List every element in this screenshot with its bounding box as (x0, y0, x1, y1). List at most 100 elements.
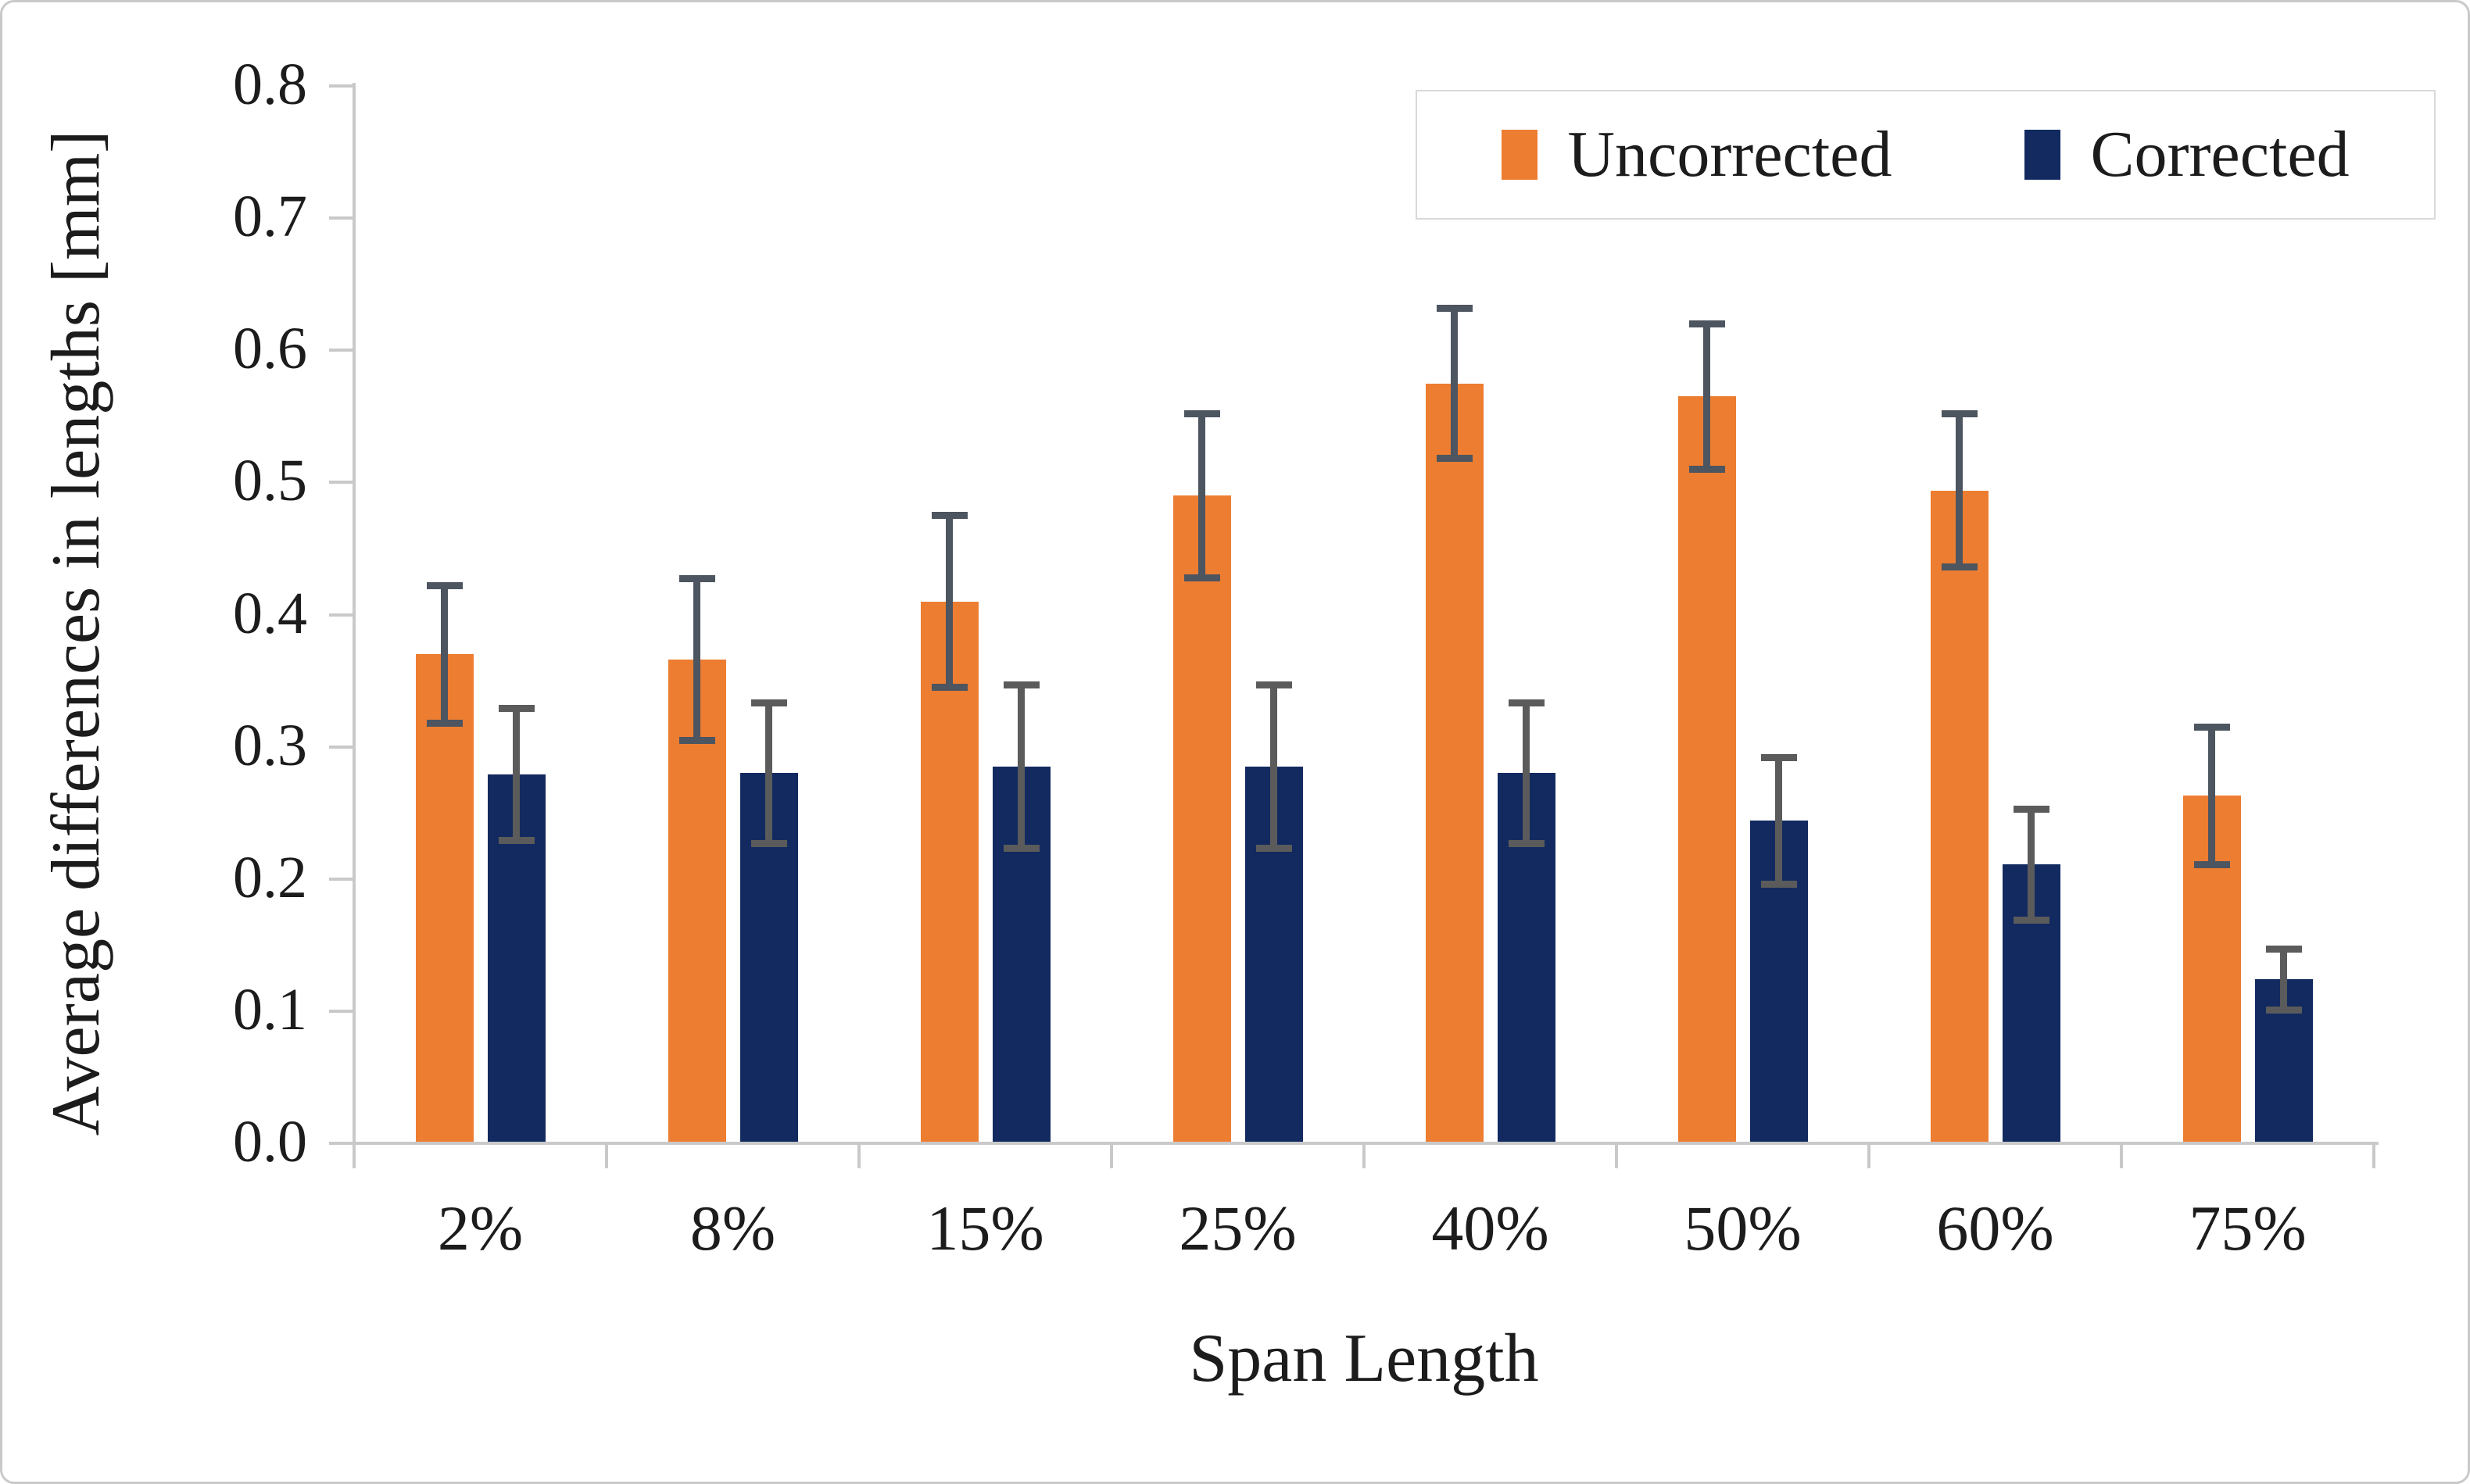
error-bar-cap-top (1688, 320, 1725, 327)
error-bar-cap-bottom (1436, 455, 1473, 463)
error-bar-cap-bottom (1941, 563, 1978, 571)
y-tick-mark (329, 84, 354, 88)
x-tick-mark (1867, 1143, 1870, 1168)
y-tick-mark (329, 1009, 354, 1013)
uncorrected-bar-60% (1930, 490, 1989, 1143)
x-tick-mark (857, 1143, 861, 1168)
error-bar-rod (1198, 413, 1205, 578)
y-tick-mark (329, 745, 354, 749)
error-bar-rod (1775, 757, 1782, 885)
x-category-label: 40% (1431, 1193, 1549, 1264)
error-bar-rod (1451, 308, 1458, 459)
error-bar-rod (693, 578, 700, 741)
error-bar-cap-top (1436, 304, 1473, 312)
error-bar-cap-top (1941, 409, 1978, 417)
error-bar-cap-top (1760, 753, 1797, 761)
error-bar-cap-top (426, 581, 463, 589)
error-bar-cap-bottom (931, 684, 968, 692)
x-category-label: 8% (689, 1193, 776, 1264)
x-category-label: 50% (1684, 1193, 1802, 1264)
error-bar-rod (1270, 685, 1277, 849)
error-bar-rod (441, 585, 448, 724)
y-tick-label: 0.8 (233, 52, 307, 117)
error-bar-cap-top (2193, 723, 2230, 731)
uncorrected-swatch-icon (1502, 130, 1538, 180)
y-tick-mark (329, 481, 354, 485)
x-tick-mark (1362, 1143, 1366, 1168)
x-axis-line (329, 1142, 2379, 1145)
y-tick-mark (329, 1142, 354, 1145)
uncorrected-bar-15% (920, 601, 979, 1143)
error-bar-cap-bottom (426, 719, 463, 727)
error-bar-cap-top (498, 705, 535, 713)
error-bar-cap-top (678, 575, 715, 583)
error-bar-cap-bottom (678, 736, 715, 744)
error-bar-rod (2208, 727, 2215, 865)
y-tick-label: 0.6 (233, 316, 307, 382)
y-tick-label: 0.3 (233, 712, 307, 778)
x-tick-mark (2372, 1143, 2375, 1168)
error-bar-cap-bottom (2013, 916, 2049, 924)
uncorrected-bar-40% (1425, 383, 1484, 1143)
uncorrected-bar-2% (415, 654, 474, 1143)
error-bar-rod (1018, 685, 1025, 849)
corrected-swatch-icon (2024, 130, 2061, 180)
y-axis-title: Average differences in lengths [mm] (38, 130, 114, 1136)
error-bar-cap-top (2265, 945, 2302, 953)
legend-label-uncorrected: Uncorrected (1567, 118, 1892, 191)
y-tick-mark (329, 613, 354, 617)
x-category-label: 15% (926, 1193, 1044, 1264)
error-bar-rod (1703, 324, 1710, 470)
error-bar-cap-bottom (1183, 574, 1220, 581)
uncorrected-bar-50% (1677, 396, 1736, 1143)
legend-entry-uncorrected: Uncorrected (1502, 122, 1892, 188)
error-bar-rod (513, 708, 520, 841)
error-bar-cap-bottom (750, 839, 787, 847)
x-axis-title: Span Length (1189, 1321, 1539, 1396)
y-axis-line (353, 83, 356, 1143)
error-bar-cap-top (1255, 681, 1292, 688)
error-bar-rod (1523, 703, 1530, 844)
x-tick-mark (1110, 1143, 1113, 1168)
error-bar-rod (1956, 413, 1963, 567)
error-bar-cap-bottom (1255, 845, 1292, 853)
y-tick-label: 0.2 (233, 844, 307, 910)
error-bar-cap-top (750, 699, 787, 707)
x-category-label: 2% (437, 1193, 524, 1264)
error-bar-rod (765, 703, 772, 844)
error-bar-rod (946, 515, 953, 688)
x-category-label: 25% (1179, 1193, 1297, 1264)
error-bar-cap-top (1003, 681, 1040, 688)
error-bar-cap-top (1183, 409, 1220, 417)
error-bar-cap-top (1508, 699, 1545, 707)
x-tick-mark (2120, 1143, 2123, 1168)
y-tick-mark (329, 877, 354, 881)
error-bar-cap-bottom (1508, 839, 1545, 847)
error-bar-cap-bottom (1688, 465, 1725, 473)
error-bar-cap-bottom (498, 837, 535, 845)
error-bar-cap-bottom (2265, 1006, 2302, 1014)
error-bar-cap-top (2013, 805, 2049, 813)
error-bar-rod (2028, 809, 2035, 921)
y-tick-mark (329, 349, 354, 352)
error-bar-cap-top (931, 512, 968, 520)
x-category-label: 60% (1936, 1193, 2054, 1264)
y-tick-label: 0.4 (233, 580, 307, 646)
y-tick-label: 0.7 (233, 184, 307, 250)
error-bar-cap-bottom (1003, 845, 1040, 853)
x-tick-mark (605, 1143, 608, 1168)
legend-label-corrected: Corrected (2090, 118, 2350, 191)
legend-entry-corrected: Corrected (2024, 118, 2350, 191)
y-tick-label: 0.0 (233, 1109, 307, 1175)
x-category-label: 75% (2189, 1193, 2307, 1264)
uncorrected-bar-25% (1172, 495, 1231, 1143)
error-bar-cap-bottom (1760, 881, 1797, 888)
legend: Uncorrected Corrected (1416, 90, 2436, 220)
error-bar-cap-bottom (2193, 860, 2230, 868)
x-tick-mark (1615, 1143, 1618, 1168)
x-tick-mark (353, 1143, 356, 1168)
y-tick-label: 0.1 (233, 976, 307, 1042)
y-tick-mark (329, 216, 354, 220)
y-tick-label: 0.5 (233, 448, 307, 514)
